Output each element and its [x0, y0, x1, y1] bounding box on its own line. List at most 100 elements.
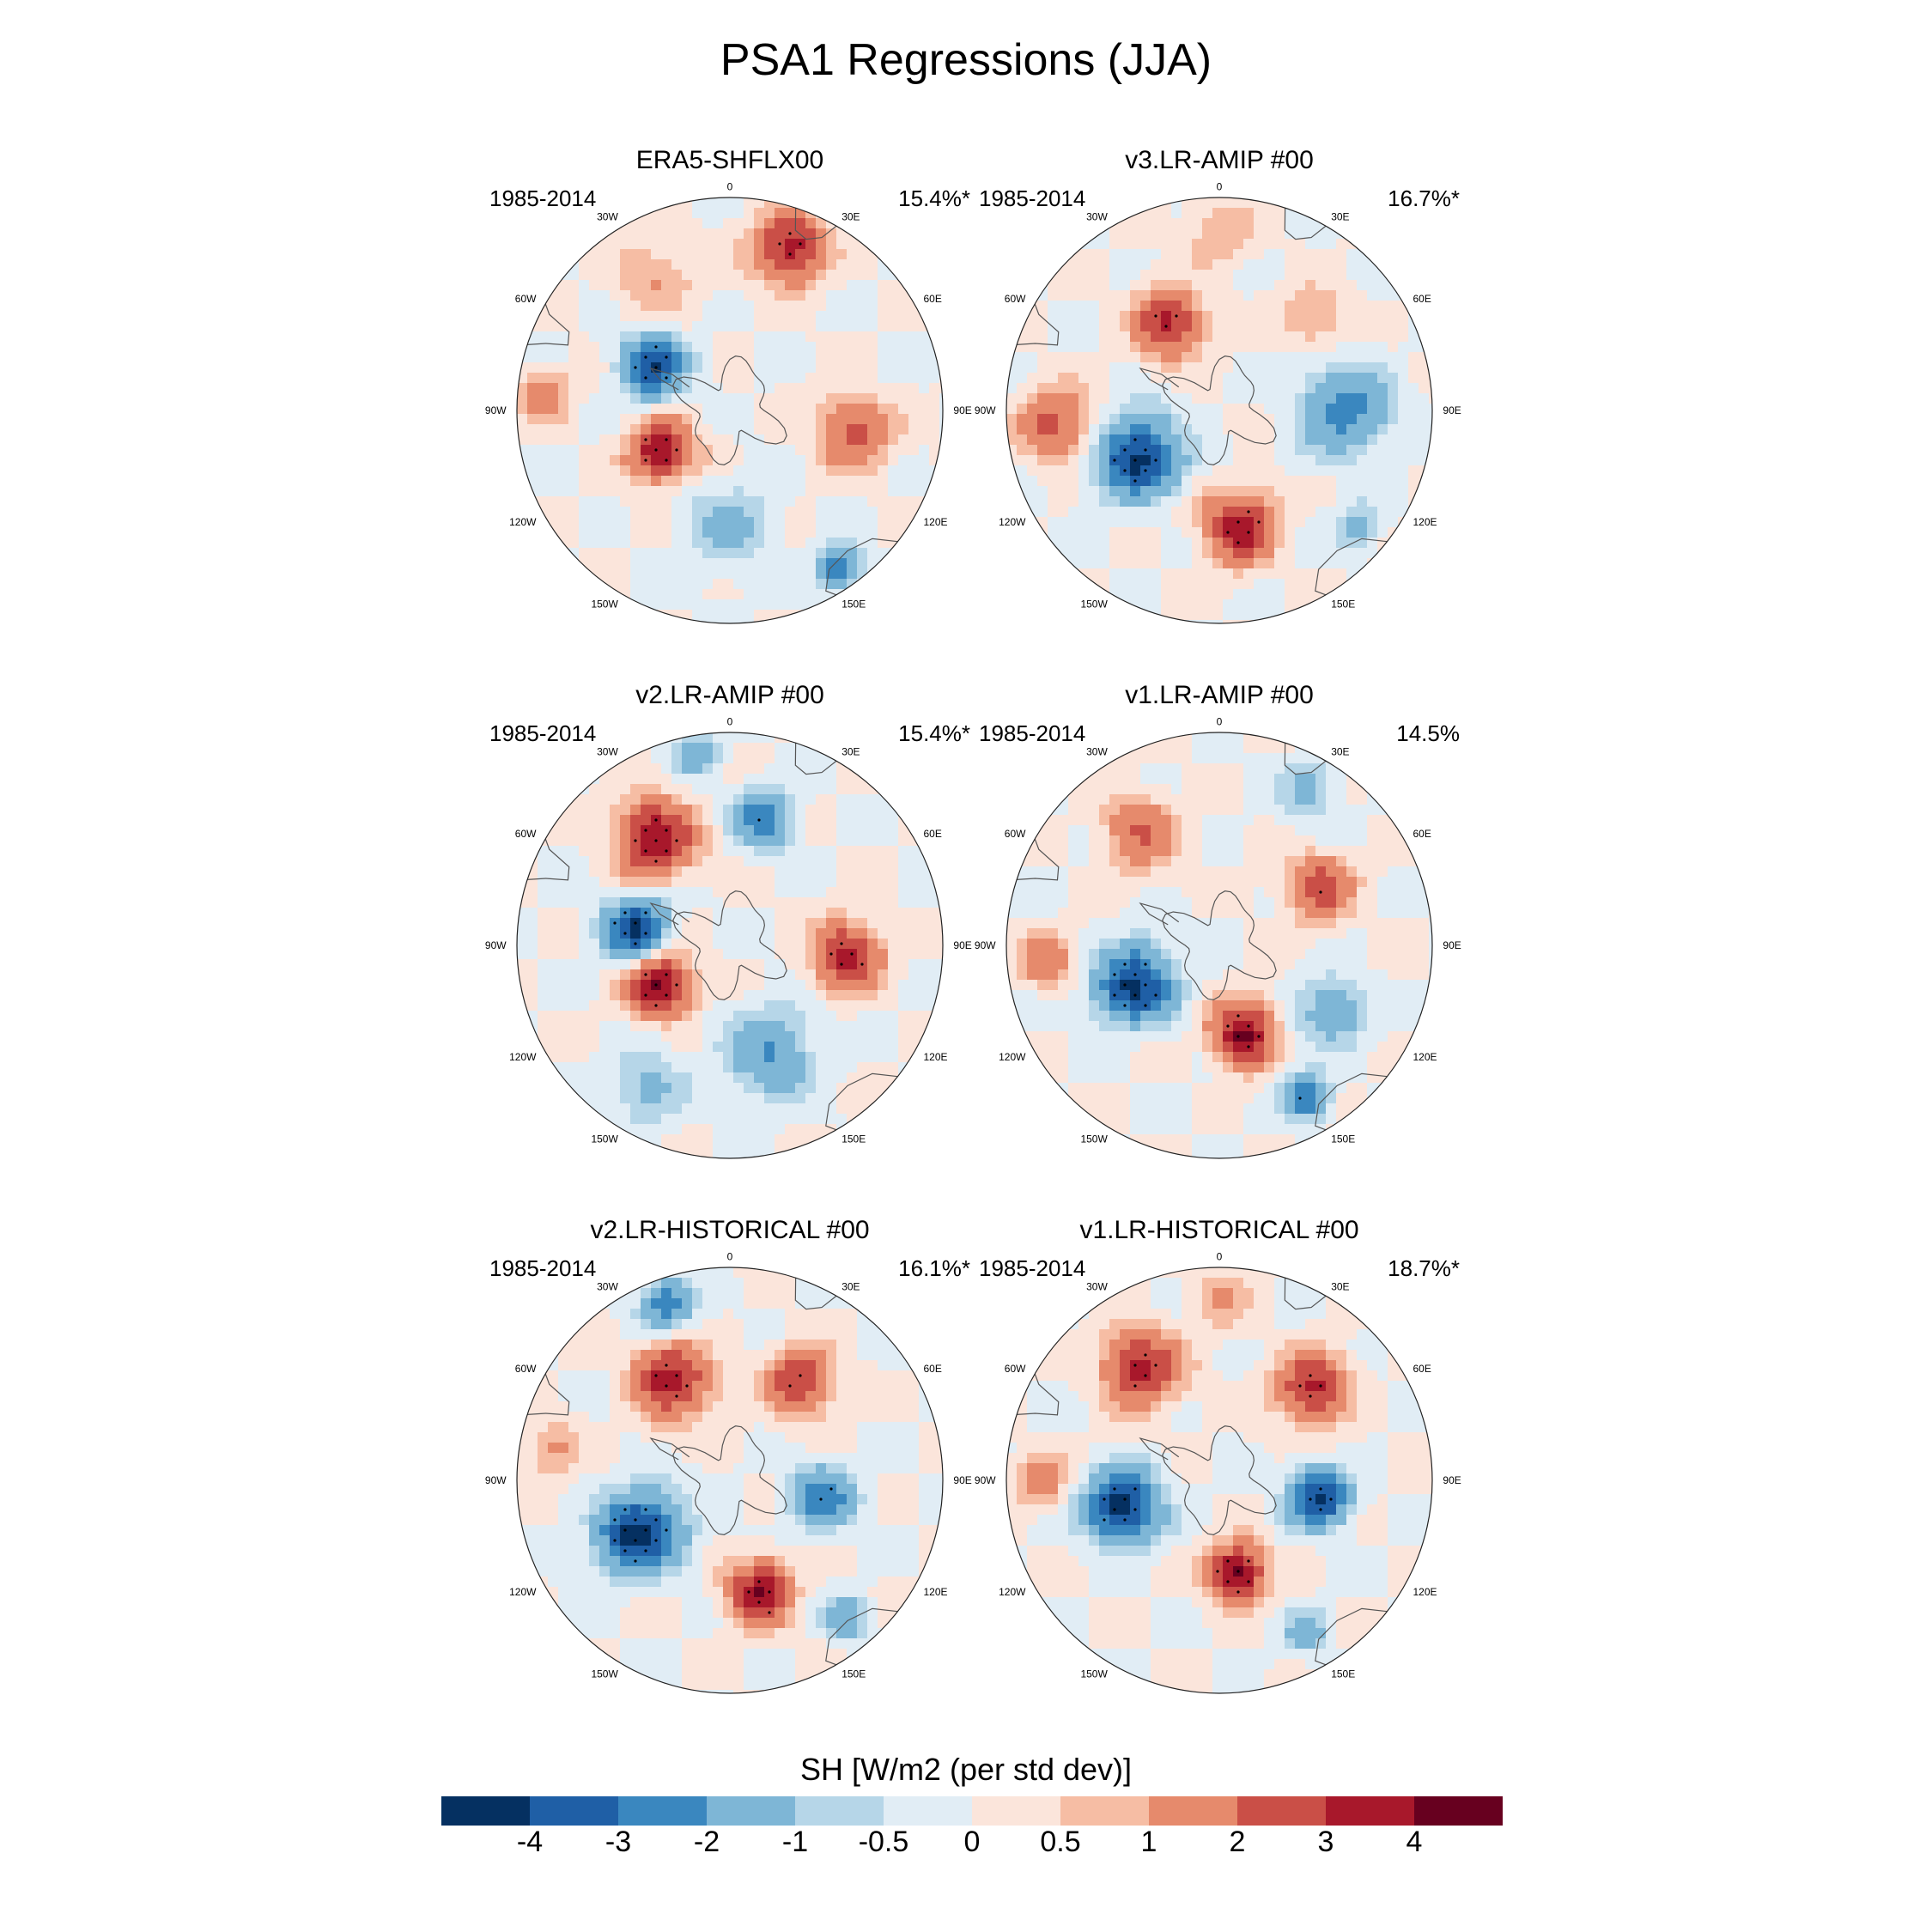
field-cell: [1182, 228, 1193, 240]
field-cell: [558, 465, 569, 477]
field-cell: [713, 1062, 724, 1073]
field-cell: [538, 352, 549, 363]
field-cell: [1326, 259, 1337, 270]
field-cell: [610, 877, 621, 888]
panel-title: v2.LR-AMIP #00: [635, 681, 824, 709]
field-cell: [599, 815, 611, 826]
significance-dot: [665, 993, 668, 997]
field-cell: [1202, 507, 1213, 518]
field-cell: [548, 311, 559, 322]
field-cell: [713, 568, 724, 580]
field-cell: [826, 774, 837, 785]
field-cell: [589, 1011, 600, 1022]
field-cell: [1254, 373, 1265, 384]
field-cell: [713, 825, 724, 836]
field-cell: [826, 445, 837, 456]
field-cell: [599, 784, 611, 795]
field-cell: [764, 753, 775, 764]
field-cell: [599, 1000, 611, 1012]
field-cell: [651, 517, 662, 528]
field-cell: [744, 270, 755, 281]
field-cell: [661, 1011, 672, 1022]
field-cell: [733, 918, 744, 929]
field-cell: [671, 259, 683, 270]
field-cell: [1192, 208, 1203, 219]
field-cell: [1078, 877, 1090, 888]
field-cell: [919, 918, 930, 929]
field-cell: [795, 373, 806, 384]
field-cell: [599, 496, 611, 507]
field-cell: [857, 455, 868, 466]
field-cell: [1315, 815, 1327, 826]
field-cell: [1109, 568, 1121, 580]
field-cell: [805, 805, 817, 816]
field-cell: [867, 939, 878, 950]
field-cell: [1192, 342, 1203, 353]
field-cell: [1233, 620, 1244, 623]
field-cell: [1089, 373, 1100, 384]
field-cell: [527, 877, 538, 888]
field-cell: [1109, 538, 1121, 549]
field-cell: [795, 1021, 806, 1032]
field-cell: [702, 949, 714, 960]
field-cell: [867, 280, 878, 291]
field-cell: [1212, 249, 1224, 260]
field-cell: [661, 527, 672, 538]
field-cell: [795, 517, 806, 528]
field-cell: [816, 548, 827, 559]
field-cell: [610, 373, 621, 384]
field-cell: [1089, 280, 1100, 291]
field-cell: [651, 486, 662, 497]
field-cell: [713, 897, 724, 908]
field-cell: [1109, 239, 1121, 250]
field-cell: [1274, 249, 1285, 260]
field-cell: [1357, 887, 1368, 898]
field-cell: [1223, 342, 1234, 353]
field-cell: [847, 866, 858, 878]
field-cell: [1151, 445, 1162, 456]
field-cell: [1408, 393, 1419, 404]
field-cell: [610, 1031, 621, 1042]
field-cell: [692, 538, 703, 549]
field-cell: [1367, 414, 1378, 425]
significance-dot: [1123, 448, 1127, 452]
significance-dot: [654, 1004, 658, 1007]
field-cell: [733, 825, 744, 836]
field-cell: [568, 517, 580, 528]
field-cell: [661, 763, 672, 775]
field-cell: [826, 1000, 837, 1012]
field-cell: [836, 568, 848, 580]
field-cell: [1027, 342, 1038, 353]
field-cell: [1295, 393, 1306, 404]
field-cell: [1212, 589, 1224, 600]
field-cell: [1202, 589, 1213, 600]
field-cell: [610, 1062, 621, 1073]
field-cell: [908, 527, 920, 538]
field-cell: [1326, 527, 1337, 538]
field-cell: [775, 1124, 786, 1135]
field-cell: [620, 476, 631, 487]
field-cell: [785, 414, 796, 425]
field-cell: [527, 465, 538, 477]
field-cell: [1120, 589, 1131, 600]
field-cell: [775, 373, 786, 384]
field-cell: [1326, 239, 1337, 250]
field-cell: [1130, 228, 1141, 240]
field-cell: [898, 1052, 909, 1063]
field-cell: [878, 424, 889, 435]
field-cell: [805, 928, 817, 939]
field-cell: [1419, 414, 1430, 425]
field-cell: [1161, 362, 1172, 374]
field-cell: [1171, 455, 1182, 466]
field-cell: [888, 825, 899, 836]
field-cell: [1161, 887, 1172, 898]
field-cell: [826, 928, 837, 939]
field-cell: [1202, 599, 1213, 611]
field-cell: [1202, 620, 1213, 623]
field-cell: [888, 445, 899, 456]
field-cell: [1367, 362, 1378, 374]
field-cell: [754, 1062, 765, 1073]
field-cell: [1233, 270, 1244, 281]
significance-dot: [1257, 520, 1261, 524]
field-cell: [816, 866, 827, 878]
